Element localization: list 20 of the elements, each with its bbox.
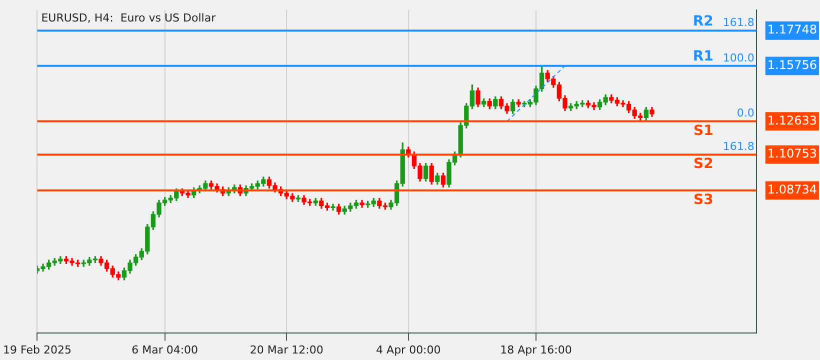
x-tick-label: 4 Apr 00:00 [376,343,441,356]
y-tick-label: 1.17748 [767,22,817,37]
annotation: 0.0 [736,106,754,120]
ref-line-label: R2 [692,13,714,30]
y-tick-label: 1.08734 [767,182,817,197]
y-tick-label: 1.12633 [767,113,817,128]
x-tick-label: 18 Apr 16:00 [500,343,572,356]
ref-line-label: S2 [694,156,714,172]
annotation: 161.8 [722,16,754,29]
y-tick-label: 1.10753 [767,146,817,161]
annotation: 161.8 [722,140,754,153]
annotation: 100.0 [722,51,754,64]
y-tick-label: 1.15756 [767,58,817,72]
x-tick-label: 19 Feb 2025 [2,343,72,356]
ref-line-label: S1 [694,122,714,139]
chart-title: EURUSD, H4: Euro vs US Dollar [41,12,216,25]
ref-line-label: R1 [692,48,714,65]
x-tick-label: 20 Mar 12:00 [250,343,324,356]
ref-line-label: S3 [694,192,714,208]
x-tick-label: 6 Mar 04:00 [132,343,198,356]
